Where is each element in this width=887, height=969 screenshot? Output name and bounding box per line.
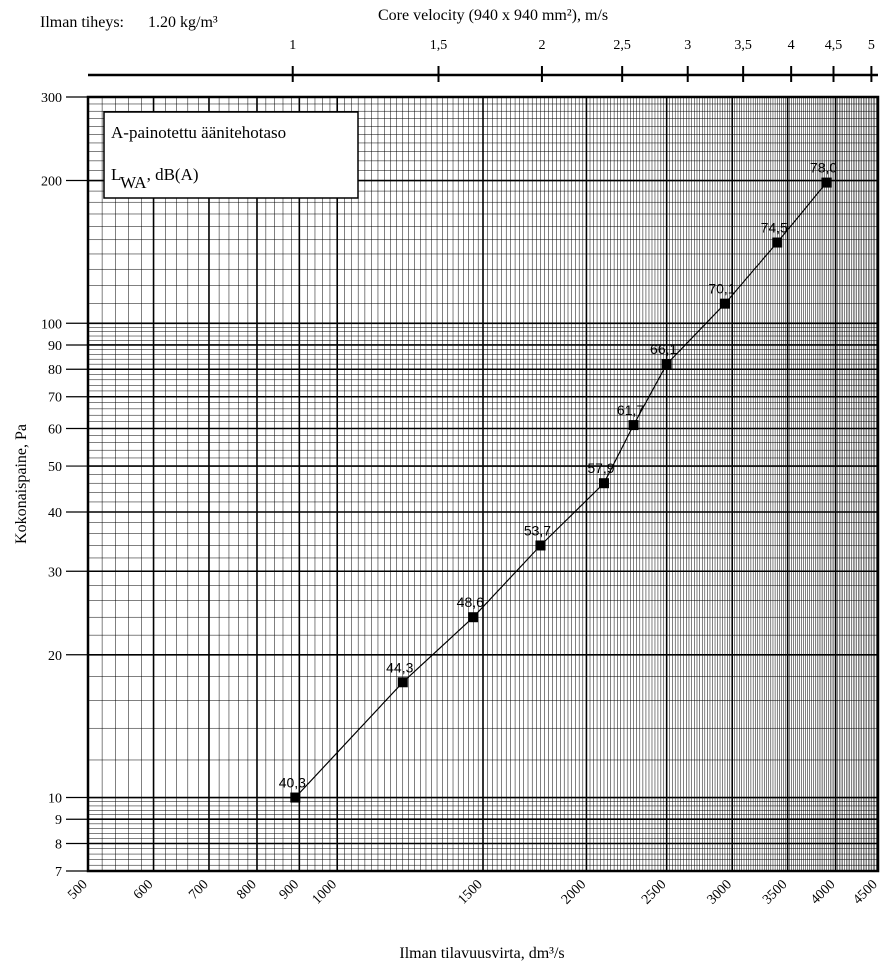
data-label: 44,3	[386, 659, 413, 675]
x-tick-label: 500	[65, 877, 90, 902]
y-tick-label: 40	[48, 506, 62, 521]
data-labels: 40,3 44,3 48,6 53,7 57,9 61,7 66,1 70,1 74,5 78,0	[279, 160, 838, 791]
x-tick-label: 700	[186, 877, 211, 902]
y-axis-title: Kokonaispaine, Pa	[13, 424, 30, 544]
y-tick-labels: 7 8 9 10 20 30 40 50 60 70 80 90 100 200 300	[41, 91, 88, 880]
data-point	[397, 677, 408, 688]
y-tick-label: 100	[41, 317, 62, 332]
x-tick-label: 2500	[639, 877, 669, 907]
x-tick-label: 900	[277, 877, 302, 902]
density-value: 1.20 kg/m³	[148, 14, 218, 31]
data-label: 61,7	[617, 402, 644, 418]
top-tick-label: 4,5	[825, 38, 843, 53]
data-point	[598, 478, 609, 489]
x-tick-label: 3500	[760, 877, 790, 907]
y-tick-label: 7	[55, 865, 62, 880]
data-label: 40,3	[279, 775, 306, 791]
x-tick-label: 3000	[705, 877, 735, 907]
y-tick-label: 50	[48, 460, 62, 475]
y-tick-label: 90	[48, 339, 62, 354]
data-label: 74,5	[761, 220, 788, 236]
legend-box-frame	[103, 111, 359, 199]
y-tick-label: 300	[41, 91, 62, 106]
x-tick-labels: 500 600 700 800 900 1000 1500 2000 2500 3000 3500 4…	[65, 877, 880, 907]
data-points	[290, 177, 832, 803]
legend-line-2: LWA, dB(A)	[111, 165, 199, 192]
x-tick-label: 1000	[310, 877, 340, 907]
data-point	[821, 177, 832, 188]
data-point	[535, 540, 546, 551]
top-axis-title: Core velocity (940 x 940 mm²), m/s	[378, 7, 608, 24]
y-tick-label: 8	[55, 837, 62, 852]
y-tick-label: 60	[48, 422, 62, 437]
plot-frame	[86, 95, 880, 873]
top-tick-label: 3	[684, 38, 691, 53]
data-point	[772, 237, 783, 248]
x-tick-label: 600	[131, 877, 156, 902]
data-point	[661, 359, 672, 370]
x-tick-label: 4000	[808, 877, 838, 907]
data-point	[628, 420, 639, 431]
data-label: 70,1	[708, 281, 735, 297]
y-tick-label: 70	[48, 391, 62, 406]
plot-area: 7 8 9 10 20 30 40 50 60 70 80 90 100 200 300 500 600 700…	[41, 91, 881, 908]
y-tick-label: 9	[55, 813, 62, 828]
y-tick-label: 30	[48, 565, 62, 580]
y-tick-label: 80	[48, 363, 62, 378]
top-tick-label: 1	[289, 38, 296, 53]
top-tick-label: 5	[868, 38, 875, 53]
x-tick-label: 800	[234, 877, 259, 902]
data-label: 66,1	[650, 341, 677, 357]
top-tick-label: 4	[788, 38, 795, 53]
y-tick-label: 10	[48, 792, 62, 807]
y-tick-label: 20	[48, 649, 62, 664]
legend-unit: , dB(A)	[147, 165, 199, 184]
legend-line-1: A-painotettu äänitehotaso	[111, 123, 286, 142]
data-label: 78,0	[810, 160, 837, 176]
top-axis: 1 1,5 2 2,5 3 3,5 4 4,5 5	[88, 38, 878, 82]
x-tick-label: 1500	[455, 877, 485, 907]
density-label: Ilman tiheys:	[40, 14, 124, 31]
legend-box: A-painotettu äänitehotaso LWA, dB(A)	[103, 111, 359, 199]
legend-wa: WA	[120, 173, 147, 192]
top-tick-label: 2	[538, 38, 545, 53]
series-line	[294, 182, 827, 798]
data-point	[468, 612, 479, 623]
data-point	[719, 298, 730, 309]
data-point	[290, 792, 301, 803]
data-label: 48,6	[457, 594, 484, 610]
x-tick-label: 2000	[559, 877, 589, 907]
x-tick-label: 4500	[850, 877, 880, 907]
top-tick-label: 3,5	[734, 38, 752, 53]
y-tick-label: 200	[41, 175, 62, 190]
legend-l: L	[111, 165, 121, 184]
top-tick-label: 1,5	[430, 38, 448, 53]
data-label: 53,7	[524, 522, 551, 538]
top-tick-label: 2,5	[613, 38, 631, 53]
x-axis-title: Ilman tilavuusvirta, dm³/s	[399, 945, 564, 962]
data-label: 57,9	[587, 460, 614, 476]
